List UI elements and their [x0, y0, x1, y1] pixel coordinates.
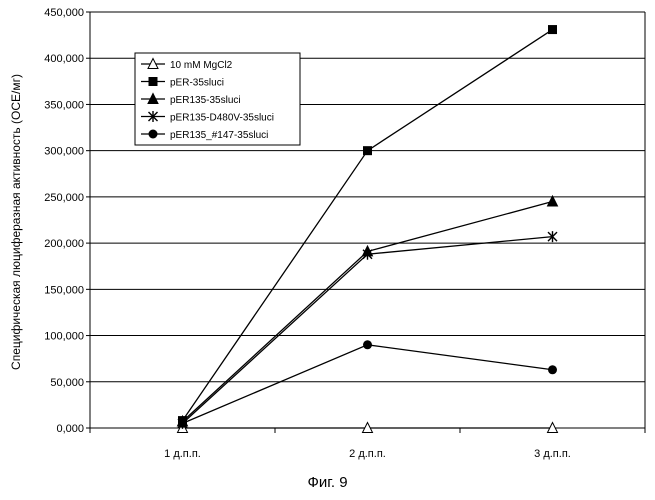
legend: 10 mM MgCl2 pER-35sluci pER135-35sluci pER1… [135, 53, 300, 145]
x-tick-label: 2 д.п.п. [349, 448, 386, 460]
data-point [548, 196, 558, 206]
data-point [178, 419, 187, 428]
x-tick-label: 1 д.п.п. [164, 448, 201, 460]
y-tick-label: 200,000 [44, 238, 84, 250]
legend-marker [149, 130, 158, 139]
legend-marker [149, 77, 158, 86]
data-point [548, 25, 557, 34]
x-tick-label: 3 д.п.п. [534, 448, 571, 460]
data-point [363, 340, 372, 349]
series-0 [178, 423, 558, 433]
series-4 [178, 340, 557, 428]
data-point [363, 146, 372, 155]
y-tick-label: 350,000 [44, 99, 84, 111]
y-tick-label: 100,000 [44, 331, 84, 343]
series-2 [178, 196, 558, 426]
y-tick-labels: 0,000 50,000 100,000 150,000 200,000 250,000 3… [44, 7, 84, 435]
y-tick-label: 50,000 [50, 377, 84, 389]
legend-label: 10 mM MgCl2 [170, 60, 233, 71]
y-tick-label: 150,000 [44, 284, 84, 296]
y-tick-label: 300,000 [44, 146, 84, 158]
legend-label: pER-35sluci [170, 78, 224, 89]
y-tick-label: 0,000 [56, 423, 84, 435]
series-line [183, 202, 553, 422]
y-tick-label: 250,000 [44, 192, 84, 204]
x-tick-labels: 1 д.п.п. 2 д.п.п. 3 д.п.п. [164, 448, 571, 460]
legend-label: pER135_#147-35sluci [170, 130, 268, 141]
legend-label: pER135-D480V-35sluci [170, 113, 274, 124]
series-line [183, 237, 553, 424]
series-line [183, 345, 553, 424]
data-point [548, 365, 557, 374]
legend-label: pER135-35sluci [170, 95, 241, 106]
y-tick-label: 400,000 [44, 53, 84, 65]
chart: 0,000 50,000 100,000 150,000 200,000 250,000 3… [0, 0, 655, 470]
y-axis-title: Специфическая люциферазная активность (О… [9, 74, 23, 370]
figure-caption: Фиг. 9 [0, 474, 655, 491]
y-tick-label: 450,000 [44, 7, 84, 19]
series-3 [178, 231, 557, 429]
